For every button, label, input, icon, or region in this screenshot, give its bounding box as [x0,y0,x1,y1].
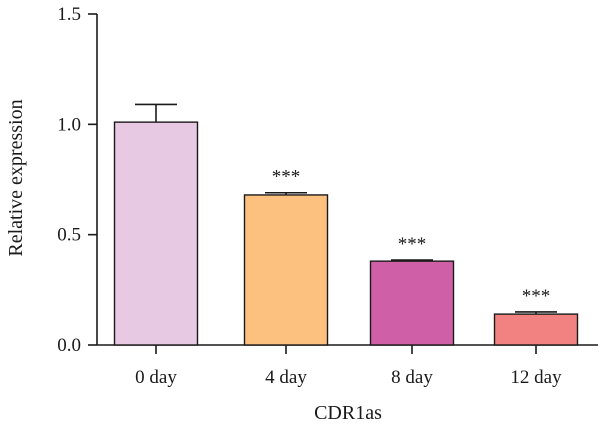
x-tick-label: 4 day [265,367,307,388]
x-tick-label: 12 day [510,367,562,388]
significance-label: *** [398,234,427,255]
bar [243,194,329,346]
x-axis-title: CDR1as [314,402,382,424]
significance-label: *** [272,167,301,188]
y-axis-title: Relative expression [5,99,27,256]
bar [493,313,579,346]
bar [113,121,199,346]
x-tick-label: 8 day [391,367,433,388]
y-tick-label: 1.5 [57,4,81,25]
error-bars [135,103,557,315]
bars [113,121,579,346]
y-tick-label: 1.0 [57,114,81,135]
significance-label: *** [522,286,551,307]
y-tick-label: 0.0 [57,335,81,356]
y-tick-label: 0.5 [57,225,81,246]
labels: 0.0 0.5 1.0 1.5 0 day 4 day *** 8 day *** 12 day *… [57,4,562,388]
bar [369,260,455,346]
x-tick-label: 0 day [135,367,177,388]
